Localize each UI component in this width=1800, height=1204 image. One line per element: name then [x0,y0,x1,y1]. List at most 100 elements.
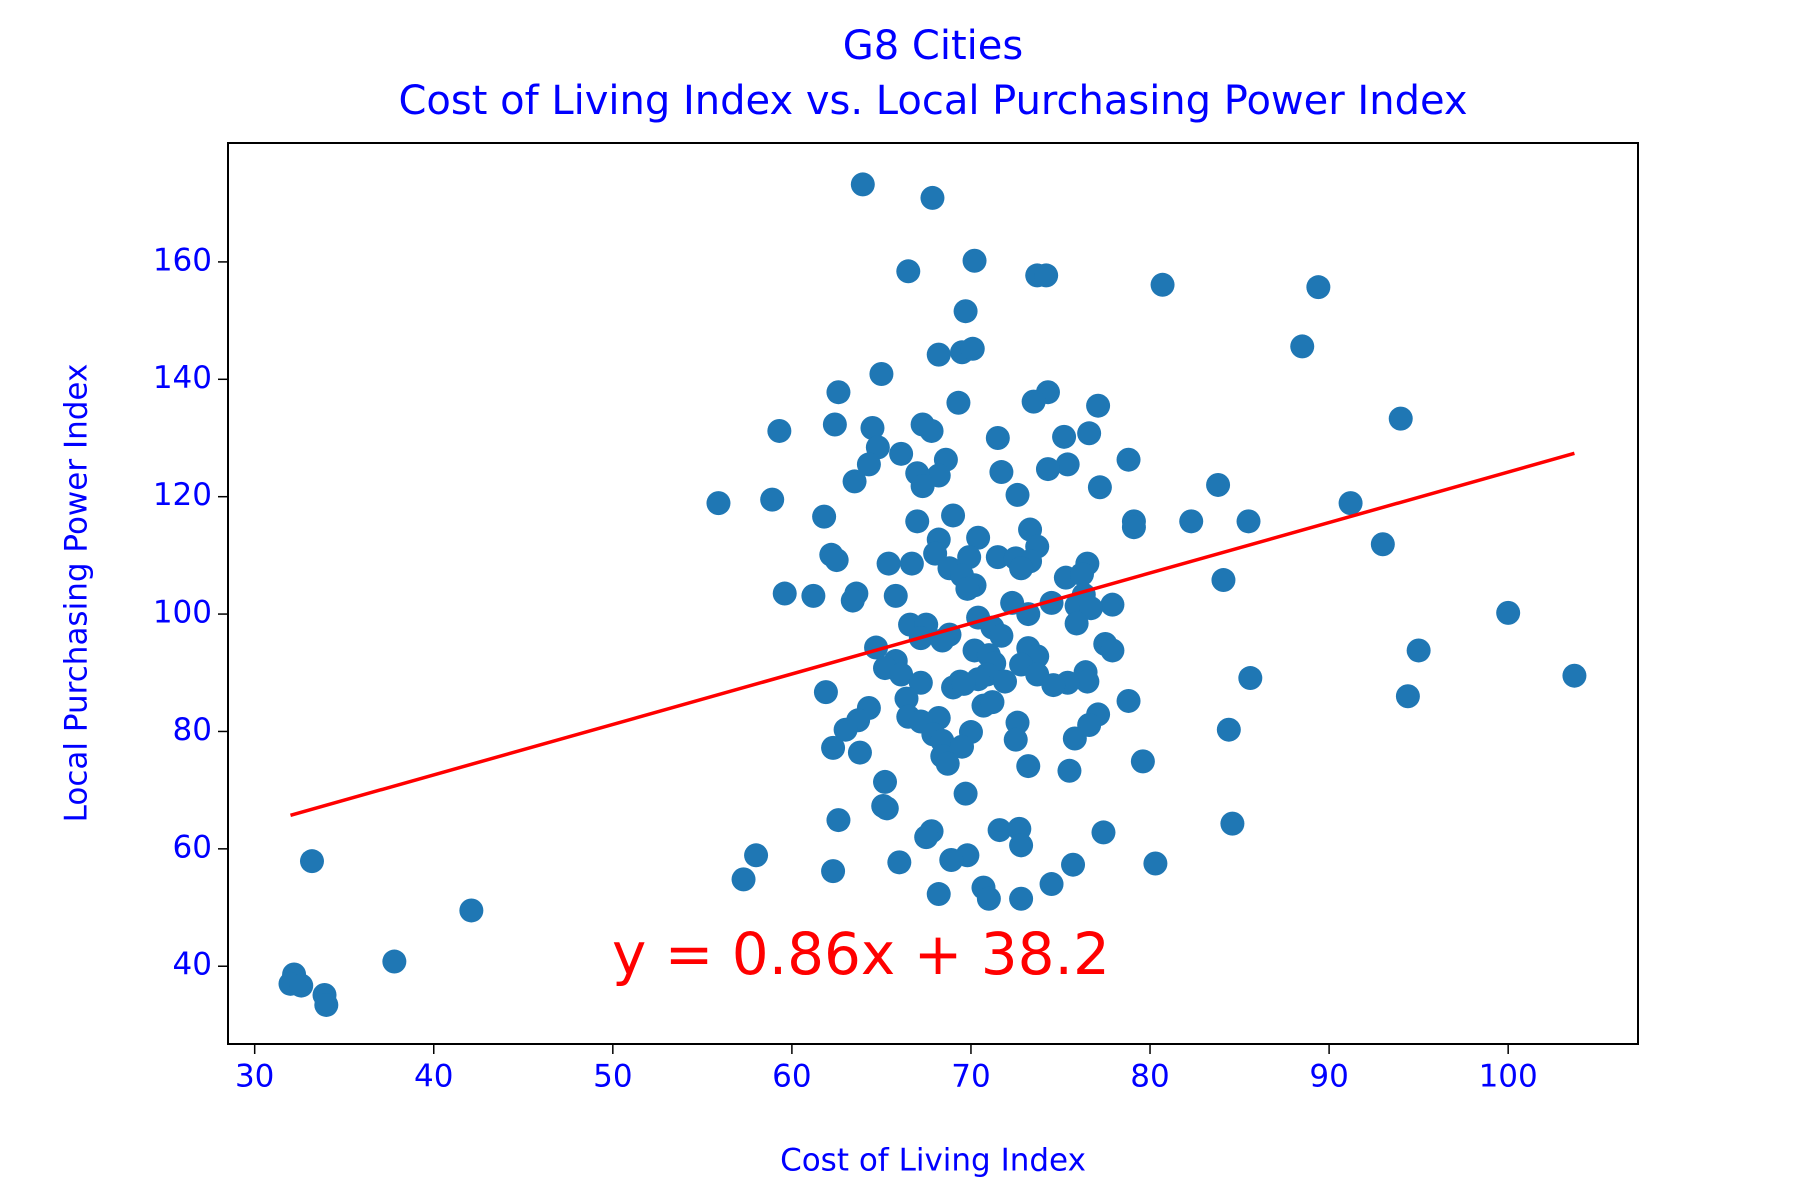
point [1179,509,1204,534]
y-tick-label: 160 [153,242,212,278]
point [953,781,978,806]
point [459,898,484,923]
point [1562,663,1587,688]
point [1078,596,1103,621]
point [826,808,851,833]
point [299,849,324,874]
point [894,686,919,711]
point [985,425,1010,450]
point [1062,726,1087,751]
point [1035,457,1060,482]
x-tick-label: 70 [951,1059,990,1095]
point [1052,424,1077,449]
point [889,441,914,466]
point [966,525,991,550]
point [1100,638,1125,663]
point [987,818,1012,843]
point [1064,611,1089,636]
point [1211,568,1236,593]
point [1216,717,1241,742]
point [908,670,933,695]
point [1236,509,1261,534]
x-axis-label: Cost of Living Index [780,1143,1086,1179]
point [899,551,924,576]
x-tick-label: 40 [414,1059,453,1095]
point [873,769,898,794]
point [920,185,945,210]
point [856,452,881,477]
point [1069,562,1094,587]
point [1206,472,1231,497]
point [821,859,846,884]
point [910,474,935,499]
point [1009,556,1034,581]
point [889,662,914,687]
point [1021,389,1046,414]
point [1290,334,1315,359]
point [1091,820,1116,845]
point [382,949,407,974]
point [919,418,944,443]
regression-equation: y = 0.86x + 38.2 [612,920,1110,988]
point [926,882,951,907]
point [860,416,885,441]
point [923,541,948,566]
x-tick-label: 100 [1479,1059,1538,1095]
point [883,583,908,608]
point [1406,638,1431,663]
point [1150,272,1175,297]
point [826,380,851,405]
x-tick-label: 60 [772,1059,811,1095]
point [957,545,982,570]
point [1395,684,1420,709]
point [833,717,858,742]
point [847,740,872,765]
point [1496,600,1521,625]
point [1057,758,1082,783]
plot-frame [227,142,1639,1045]
point [887,850,912,875]
point [876,551,901,576]
point [992,669,1017,694]
chart-subtitle: Cost of Living Index vs. Local Purchasin… [398,78,1467,124]
point [985,545,1010,570]
point [896,259,921,284]
point [962,248,987,273]
x-tick-label: 90 [1309,1059,1348,1095]
point [989,623,1014,648]
point [1116,688,1141,713]
point [1009,886,1034,911]
point [1121,515,1146,540]
point [850,172,875,197]
point [1016,754,1041,779]
point [926,342,951,367]
point [960,336,985,361]
point [1003,727,1028,752]
point [1116,447,1141,472]
point [1086,393,1111,418]
point [812,504,837,529]
point [314,992,339,1017]
point [772,581,797,606]
point [822,412,847,437]
point [976,886,1001,911]
point [905,509,930,534]
point [939,847,964,872]
point [1075,669,1100,694]
point [767,418,792,443]
point [955,576,980,601]
point [824,548,849,573]
point [821,735,846,760]
y-tick-label: 40 [173,947,212,983]
point [951,671,976,696]
y-tick-label: 100 [153,595,212,631]
point [731,867,756,892]
point [760,487,785,512]
point [953,299,978,324]
point [744,843,769,868]
point [1077,421,1102,446]
point [980,690,1005,715]
point [989,460,1014,485]
